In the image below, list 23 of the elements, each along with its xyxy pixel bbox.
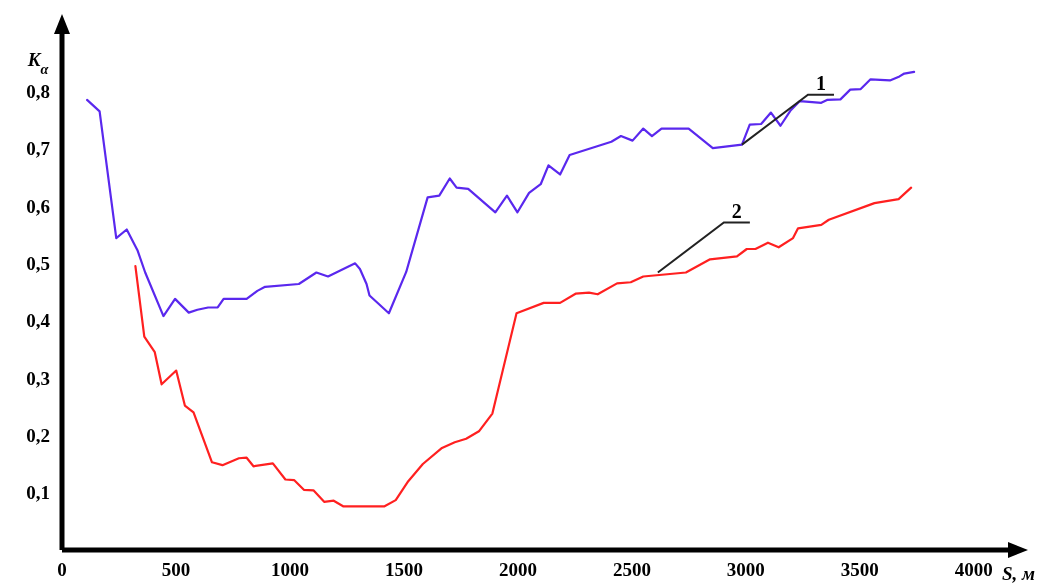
- line-series: [85, 70, 916, 318]
- x-tick-label: 500: [161, 559, 191, 580]
- x-tick-label: 3000: [726, 559, 765, 580]
- y-tick-label: 0,6: [26, 195, 50, 217]
- y-tick-label: 0,4: [26, 310, 51, 332]
- x-tick-label: 0: [57, 559, 67, 580]
- y-tick-label: 0,5: [26, 252, 50, 274]
- x-tick-label: 1000: [270, 559, 309, 580]
- annotation: 2: [731, 199, 742, 222]
- y-tick-label: 0,2: [26, 424, 50, 446]
- y-tick-label: 0,8: [26, 80, 50, 102]
- y-tick-label: 0,1: [26, 482, 50, 504]
- line-series: [134, 186, 913, 508]
- x-tick-label: 3500: [840, 559, 879, 580]
- x-tick-label: 4000: [954, 559, 993, 580]
- y-tick-label: 0,3: [26, 367, 50, 389]
- x-tick-label: 1500: [384, 559, 423, 580]
- annotation: 1: [815, 71, 826, 94]
- y-axis-title: K$_{α}$: [26, 49, 50, 77]
- x-axis-title: S, м: [1002, 563, 1036, 583]
- y-tick-label: 0,7: [26, 138, 51, 160]
- x-tick-label: 2000: [498, 559, 537, 580]
- x-tick-label: 2500: [612, 559, 651, 580]
